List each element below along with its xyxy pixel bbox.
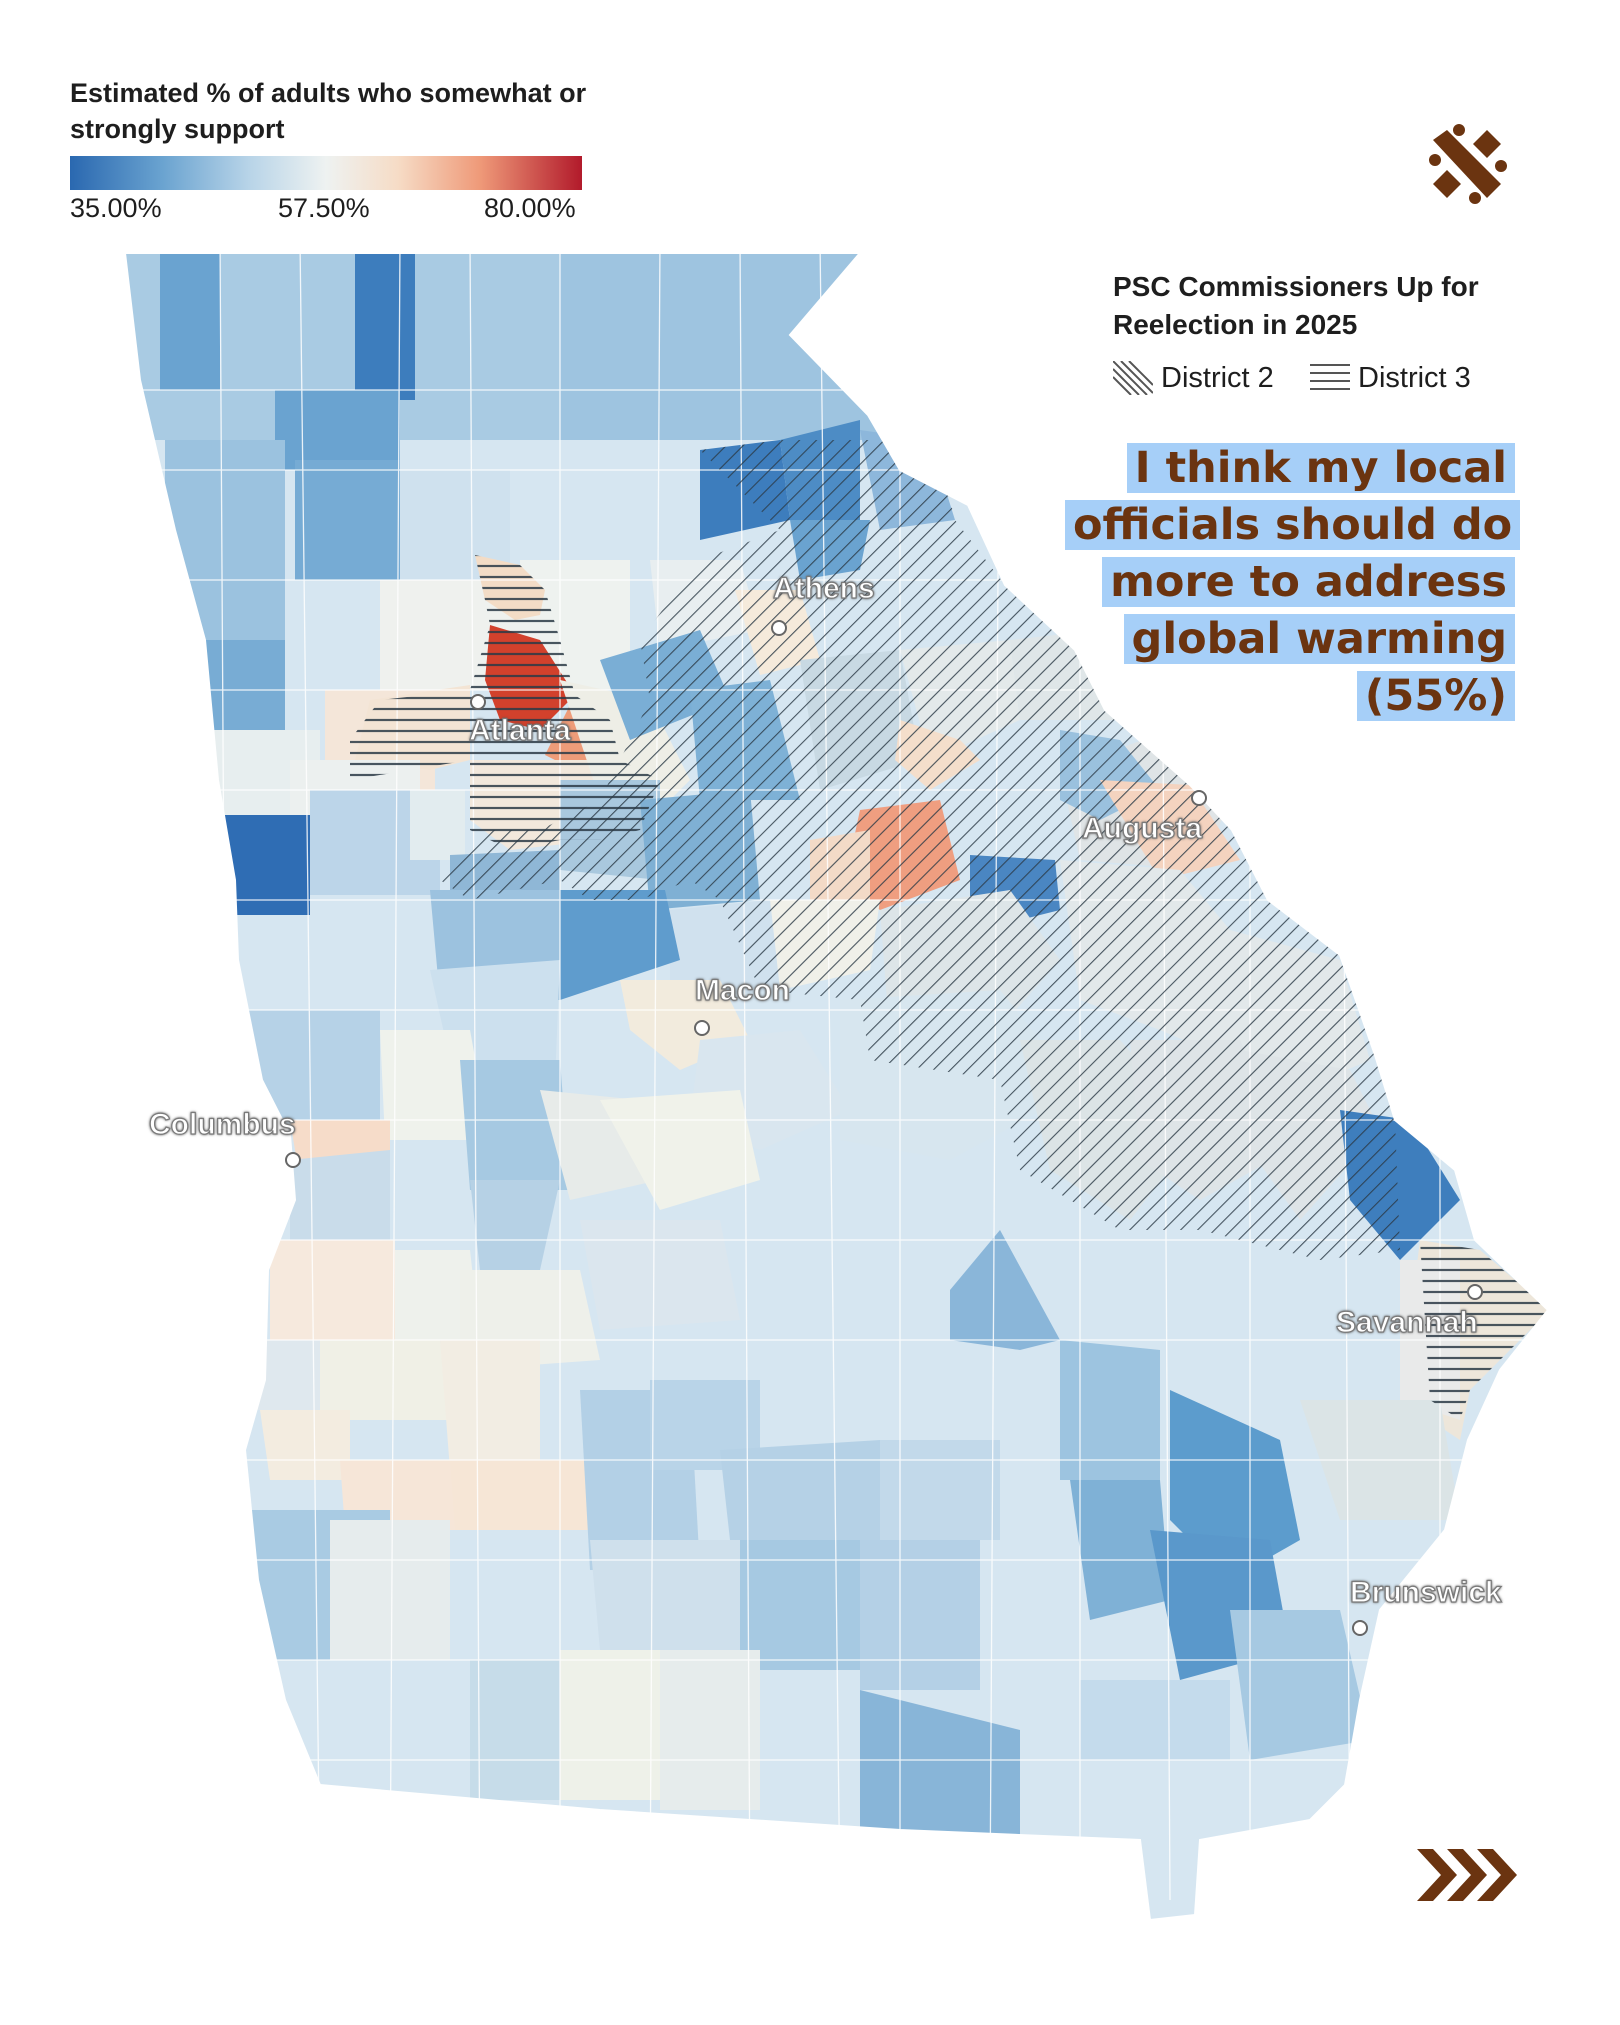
survey-statement: I think my local officials should do mor… [1065,440,1521,725]
legend-district-3: District 3 [1310,358,1471,398]
city-label-athens: Athens [772,571,875,605]
athens-marker [771,620,787,636]
augusta-marker [1191,790,1207,806]
city-label-macon: Macon [694,973,791,1007]
legend-district-3-label: District 3 [1358,361,1471,394]
scale-title: Estimated % of adults who somewhat or st… [70,78,587,144]
psc-legend-title: PSC Commissioners Up for Reelection in 2… [1113,271,1479,340]
scale-tick-min: 35.00% [70,193,162,223]
brunswick-marker [1352,1620,1368,1636]
triple-chevron-right-icon[interactable] [1413,1845,1523,1910]
city-label-atlanta: Atlanta [468,713,571,747]
district-2-overlay [440,440,1400,1260]
atlanta-marker [470,694,486,710]
climate-logo-icon [1425,122,1509,211]
columbus-marker [285,1152,301,1168]
diagonal-hatch-icon [1113,361,1153,395]
city-label-savannah: Savannah [1335,1305,1478,1339]
color-scale-bar [70,156,582,190]
horizontal-hatch-icon [1310,364,1350,390]
legend-district-2-label: District 2 [1161,361,1274,394]
scale-tick-mid: 57.50% [278,193,370,223]
savannah-marker [1467,1284,1483,1300]
scale-tick-max: 80.00% [484,193,576,223]
macon-marker [694,1020,710,1036]
state-outline [123,252,1550,1922]
city-label-brunswick: Brunswick [1349,1575,1502,1609]
legend-district-2: District 2 [1113,358,1274,398]
district-3-overlay [350,555,1548,1420]
survey-statement-text: I think my local officials should do mor… [1065,443,1521,721]
city-label-augusta: Augusta [1081,811,1202,845]
city-label-columbus: Columbus [148,1107,296,1141]
